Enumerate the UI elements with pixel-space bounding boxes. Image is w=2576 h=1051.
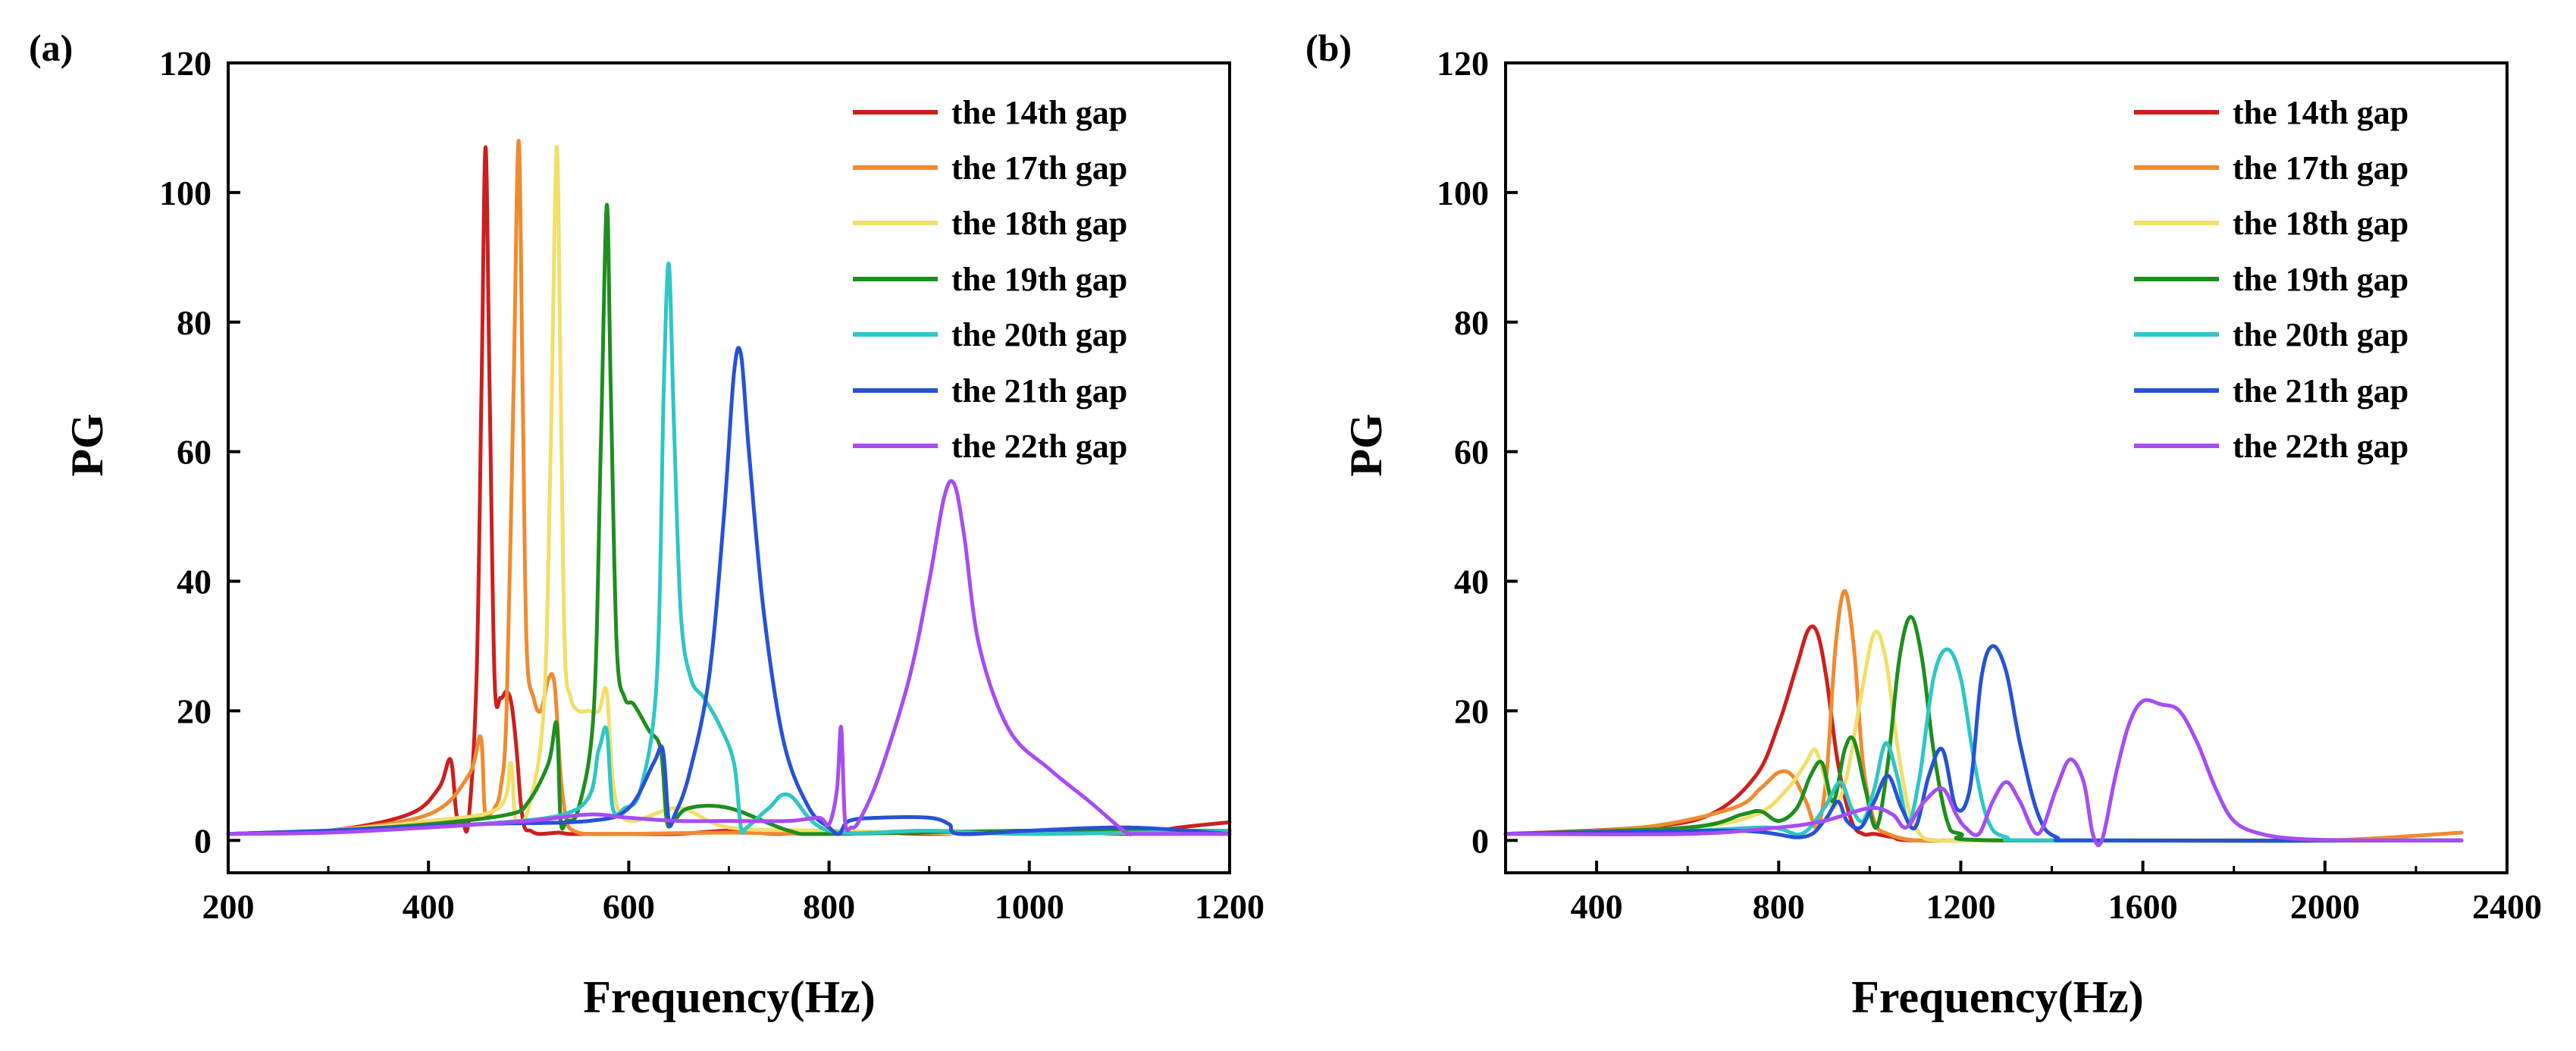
- x-tick-label-b-400: 400: [1571, 887, 1623, 926]
- legend-label-18th-a: the 18th gap: [951, 205, 1127, 242]
- y-tick-label-a-20: 20: [177, 692, 212, 730]
- y-tick-label-b-20: 20: [1454, 692, 1489, 730]
- legend-label-22th-b: the 22th gap: [2233, 428, 2408, 465]
- legend-label-20th-a: the 20th gap: [951, 316, 1127, 353]
- x-axis-title-b: Frequency(Hz): [1851, 972, 2143, 1022]
- y-tick-label-a-80: 80: [177, 303, 212, 342]
- legend-label-21th-b: the 21th gap: [2233, 372, 2408, 409]
- legend-label-14th-b: the 14th gap: [2233, 94, 2408, 131]
- x-axis-title-a: Frequency(Hz): [583, 972, 875, 1022]
- panel-label-a: (a): [29, 27, 73, 69]
- panel-a: (a) PG Frequency(Hz) 200 400 600 800 1000 120…: [29, 27, 1264, 1022]
- x-tick-label-b-1200: 1200: [1926, 887, 1995, 926]
- ticks-b: 400 800 1200 1600 2000 2400 0 20 40 60 80 100 120: [1437, 44, 2542, 926]
- x-tick-label-b-2000: 2000: [2290, 887, 2360, 926]
- series-line-a-the-20th-gap: [226, 262, 1232, 836]
- panel-b: (b) PG Frequency(Hz) 400 800 1200 1600 2000 2…: [1305, 27, 2542, 1022]
- legend-label-22th-a: the 22th gap: [951, 428, 1127, 465]
- legend-a: the 14th gap the 17th gap the 18th gap t…: [853, 94, 1127, 465]
- legend-b: the 14th gap the 17th gap the 18th gap t…: [2134, 94, 2408, 465]
- ticks-a: 200 400 600 800 1000 1200 0 20 40 60 80 100 120: [159, 44, 1264, 926]
- y-tick-label-b-40: 40: [1454, 563, 1489, 601]
- legend-label-21th-a: the 21th gap: [951, 372, 1127, 409]
- x-tick-label-a-800: 800: [803, 887, 855, 926]
- legend-label-19th-a: the 19th gap: [951, 261, 1127, 298]
- y-tick-label-b-80: 80: [1454, 303, 1489, 342]
- x-tick-label-a-400: 400: [403, 887, 455, 926]
- series-line-a-the-17th-gap: [226, 139, 1232, 836]
- legend-label-19th-b: the 19th gap: [2233, 261, 2408, 298]
- series-group-a: [226, 139, 1232, 836]
- legend-label-20th-b: the 20th gap: [2233, 316, 2408, 353]
- series-line-a-the-21th-gap: [226, 346, 1232, 836]
- y-tick-label-b-0: 0: [1471, 821, 1489, 860]
- legend-label-17th-a: the 17th gap: [951, 149, 1127, 187]
- series-line-b-the-18th-gap: [1503, 629, 2464, 843]
- y-axis-title-b: PG: [1341, 413, 1391, 476]
- x-tick-label-a-1200: 1200: [1195, 887, 1264, 926]
- y-tick-label-a-120: 120: [159, 44, 212, 83]
- legend-label-18th-b: the 18th gap: [2233, 205, 2408, 242]
- x-tick-label-a-200: 200: [202, 887, 255, 926]
- series-line-a-the-22th-gap: [226, 478, 1232, 836]
- series-line-a-the-19th-gap: [226, 202, 1232, 836]
- x-tick-label-b-2400: 2400: [2472, 887, 2542, 926]
- x-tick-label-b-800: 800: [1753, 887, 1805, 926]
- y-axis-title-a: PG: [62, 413, 112, 476]
- series-group-b: [1503, 588, 2464, 848]
- series-line-b-the-22th-gap: [1503, 698, 2464, 848]
- plot-frame-a: [227, 61, 1231, 874]
- panel-label-b: (b): [1305, 27, 1352, 69]
- series-line-b-the-19th-gap: [1503, 615, 2464, 843]
- y-tick-label-b-120: 120: [1437, 44, 1489, 83]
- legend-label-14th-a: the 14th gap: [951, 94, 1127, 131]
- x-tick-label-a-600: 600: [603, 887, 655, 926]
- y-tick-label-a-40: 40: [177, 563, 212, 601]
- y-tick-label-b-100: 100: [1437, 174, 1489, 212]
- y-tick-label-b-60: 60: [1454, 433, 1489, 472]
- x-tick-label-b-1600: 1600: [2108, 887, 2178, 926]
- x-tick-label-a-1000: 1000: [995, 887, 1064, 926]
- y-tick-label-a-100: 100: [159, 174, 212, 212]
- plot-frame-b: [1504, 61, 2509, 874]
- legend-label-17th-b: the 17th gap: [2233, 149, 2408, 187]
- y-tick-label-a-60: 60: [177, 433, 212, 472]
- y-tick-label-a-0: 0: [194, 821, 212, 860]
